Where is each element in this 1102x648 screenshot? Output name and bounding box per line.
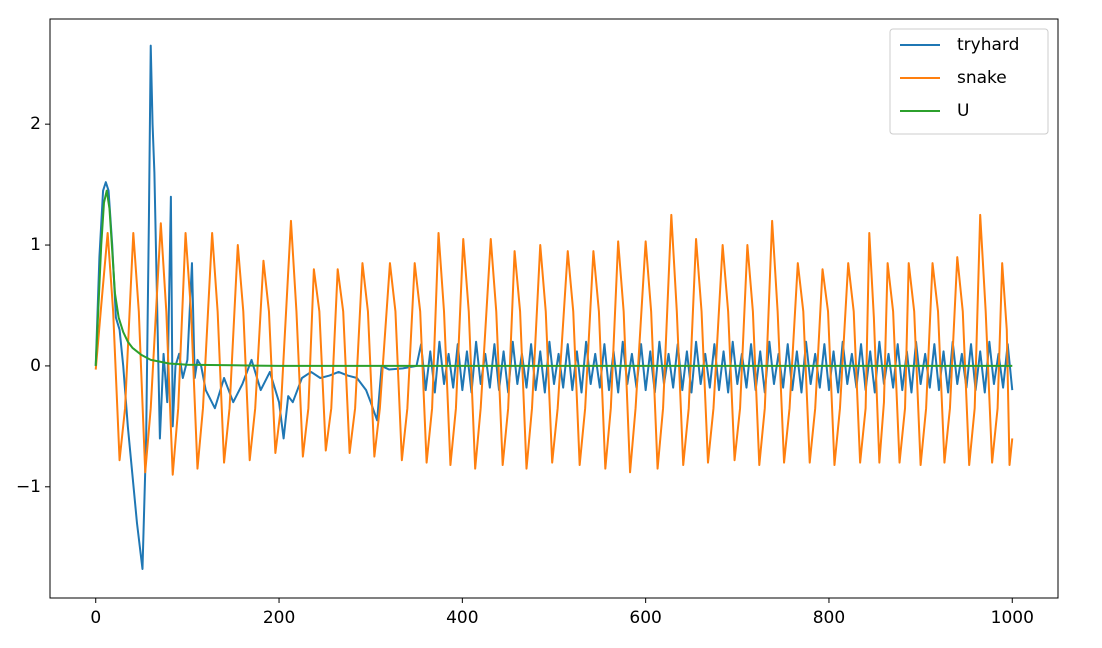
y-tick-label: 2 — [30, 114, 41, 134]
x-tick-label: 600 — [629, 608, 661, 628]
y-tick-label: 0 — [30, 356, 41, 376]
legend-label: U — [957, 101, 969, 121]
plot-frame — [49, 18, 1059, 599]
legend-label: tryhard — [957, 35, 1019, 55]
legend-label: snake — [957, 68, 1007, 88]
x-tick-label: 400 — [446, 608, 478, 628]
line — [94, 213, 1014, 476]
x-tick-label: 200 — [263, 608, 295, 628]
x-tick-label: 0 — [90, 608, 101, 628]
line — [94, 189, 1013, 367]
legend-box — [889, 28, 1049, 135]
line — [94, 44, 1014, 570]
y-tick-label: −1 — [16, 477, 41, 497]
x-tick-label: 1000 — [991, 608, 1034, 628]
x-tick-label: 800 — [813, 608, 845, 628]
y-tick-label: 1 — [30, 235, 41, 255]
